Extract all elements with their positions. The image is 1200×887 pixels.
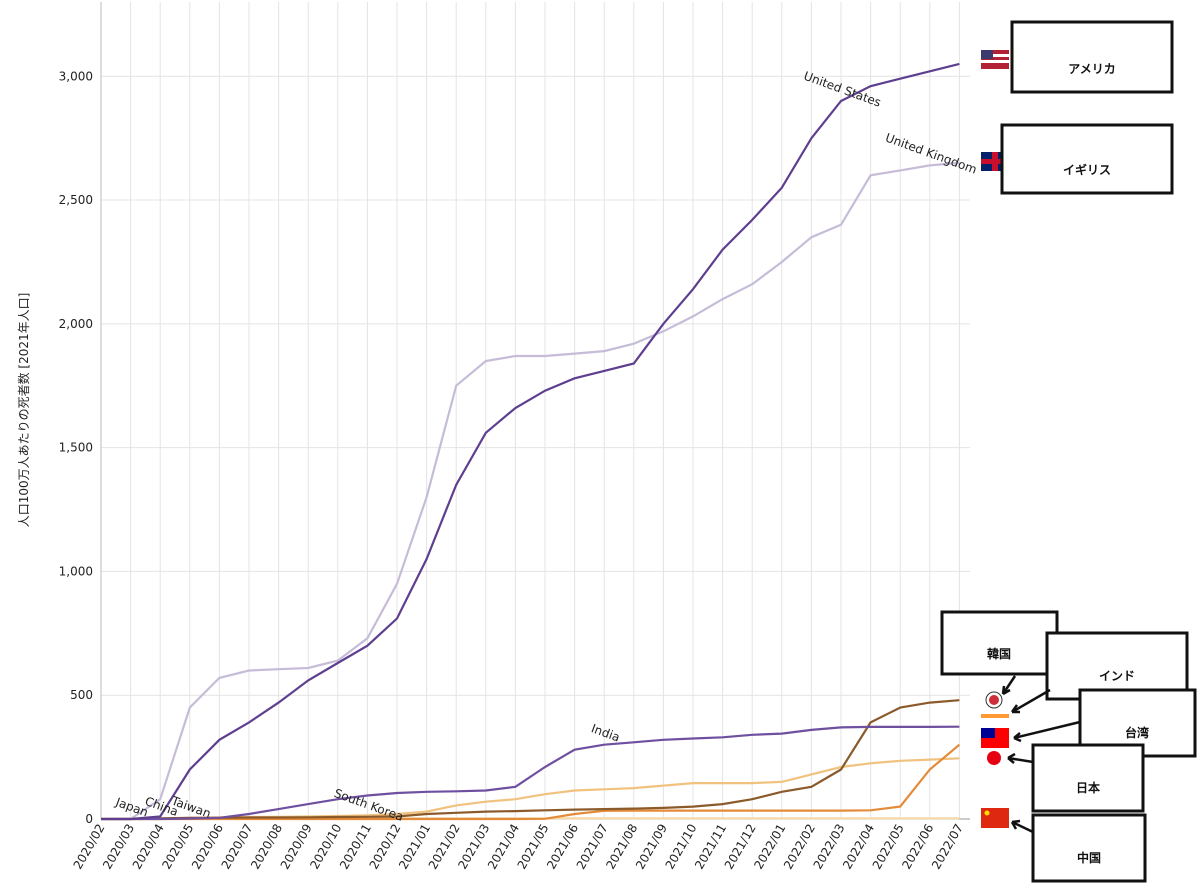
arrow (1001, 675, 1017, 696)
flag-in (981, 718, 1009, 722)
annotation-box (1010, 20, 1174, 94)
y-tick-label: 1,000 (59, 564, 93, 578)
series-line (101, 161, 960, 821)
series-line (101, 743, 961, 821)
flag-jp (987, 751, 1001, 765)
y-tick-label: 1,500 (59, 441, 93, 455)
series-line (101, 699, 960, 821)
y-tick-label: 2,500 (59, 193, 93, 207)
annotation-box (1000, 123, 1174, 195)
annotation: インド (1099, 669, 1135, 683)
arrows (1001, 675, 1081, 834)
flag-uk-cross (992, 152, 998, 171)
annotation: 台湾 (1125, 725, 1149, 740)
flag-cn (981, 808, 1009, 828)
annotation-box (1045, 631, 1189, 701)
arrow (1010, 688, 1051, 714)
annotation-box (1031, 743, 1145, 813)
annotation: 中国 (1077, 850, 1101, 865)
series-line (101, 62, 960, 821)
annotation: 韓国 (987, 646, 1011, 661)
flag-us-stripe (981, 54, 1009, 57)
flag-cn-star (984, 810, 990, 816)
annotations: アメリカ イギリス 韓国 インド 台湾 日本 中国 (940, 20, 1197, 883)
annotation: イギリス (1063, 162, 1111, 177)
y-tick-label: 500 (70, 688, 93, 702)
flag-us-stripe (981, 60, 1009, 63)
y-tick-label: 0 (85, 812, 93, 826)
y-axis-label: 人口100万人あたりの死者数 [2021年人口] (16, 293, 31, 528)
y-tick-label: 3,000 (59, 69, 93, 83)
flags (981, 50, 1009, 828)
flag-us-canton (981, 50, 993, 59)
series-line (101, 725, 960, 821)
annotation: 日本 (1076, 780, 1100, 795)
flag-kr-center (989, 695, 999, 705)
annotation: アメリカ (1068, 62, 1115, 76)
annotation-box (940, 610, 1059, 676)
arrow (1010, 819, 1034, 834)
annotation-box (1031, 813, 1147, 883)
arrow (1007, 752, 1034, 764)
flag-in (981, 714, 1009, 718)
flag-tw-canton (981, 728, 995, 738)
y-tick-label: 2,000 (59, 317, 93, 331)
arrow (1013, 720, 1081, 743)
